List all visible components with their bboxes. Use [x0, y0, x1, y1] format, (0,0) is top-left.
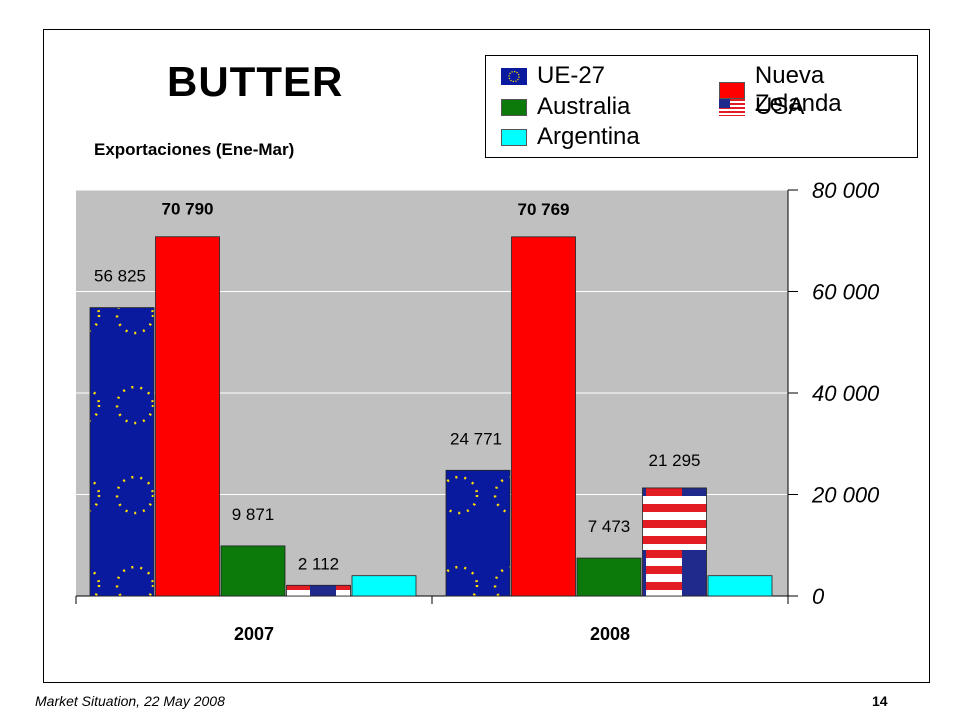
bar-nueva-zelanda-2007: [155, 236, 220, 597]
data-label: 70 769: [518, 200, 570, 219]
data-label: 21 295: [649, 451, 701, 470]
us-flag-icon: [719, 98, 745, 116]
data-label: 70 790: [162, 200, 214, 219]
chart-title: BUTTER: [167, 58, 344, 105]
legend-label: USA: [755, 93, 805, 120]
data-label: 9 871: [232, 505, 275, 524]
bar-nueva-zelanda-2008: [511, 236, 576, 597]
bar-argentina-2007: [351, 575, 417, 597]
y-tick-label: 60 000: [812, 280, 880, 305]
y-tick-label: 0: [812, 584, 825, 609]
data-label: 56 825: [94, 267, 146, 286]
legend-item-australia: Australia: [501, 93, 630, 121]
data-label: 7 473: [588, 517, 631, 536]
legend-item-nueva-zelanda: Nueva Zelanda: [719, 62, 917, 118]
legend-item-ue27: UE-27: [501, 62, 605, 90]
bar-ue-27-2008: [445, 469, 511, 597]
legend-label: Argentina: [537, 123, 640, 150]
green-swatch: [501, 98, 527, 116]
cyan-swatch: [501, 128, 527, 146]
legend-item-usa: USA: [719, 93, 804, 121]
legend-label: Nueva Zelanda: [754, 62, 842, 117]
x-tick-label: 2007: [234, 624, 274, 644]
y-tick-label: 40 000: [812, 381, 880, 406]
x-tick-label: 2008: [590, 624, 630, 644]
y-tick-label: 80 000: [812, 178, 880, 203]
red-swatch: [719, 81, 745, 99]
bar-usa-2008: [642, 487, 707, 597]
chart-subtitle: Exportaciones (Ene-Mar): [94, 140, 295, 159]
legend-item-argentina: Argentina: [501, 123, 640, 151]
legend-label: UE-27: [537, 62, 606, 89]
y-tick-label: 20 000: [811, 483, 880, 508]
slide-frame: [43, 29, 930, 683]
eu-flag-icon: [501, 67, 527, 85]
chart-legend: UE-27 Nueva Zelanda Australia USA Argent…: [485, 55, 918, 158]
page-number: 14: [872, 693, 888, 709]
bar-australia-2008: [576, 557, 642, 597]
data-label: 24 771: [450, 429, 502, 448]
bar-usa-2007: [286, 584, 351, 597]
bar-argentina-2008: [707, 575, 773, 597]
bar-australia-2007: [220, 545, 286, 597]
data-label: 2 112: [298, 554, 339, 573]
legend-label: Australia: [537, 93, 631, 120]
bar-ue-27-2007: [89, 307, 155, 597]
footer-source: Market Situation, 22 May 2008: [35, 693, 225, 709]
